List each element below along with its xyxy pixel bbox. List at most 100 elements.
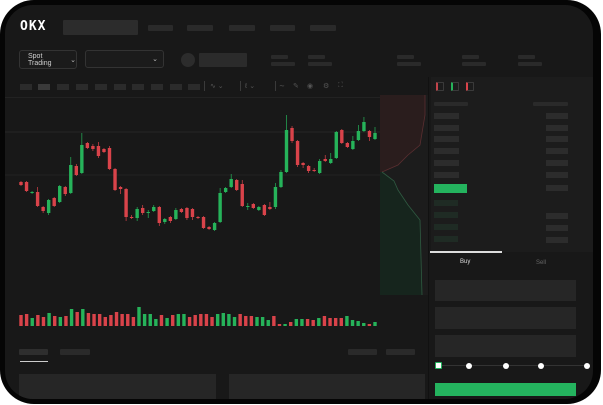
bid-row-price [434,212,458,218]
volume-bar [148,314,152,326]
price-input[interactable] [435,280,576,301]
candle [323,155,327,162]
filter-button[interactable] [348,349,377,355]
market-type-dropdown[interactable]: Spot Trading ⌄ [19,50,77,69]
total-input[interactable] [435,335,576,357]
filter-button[interactable] [386,349,415,355]
nav-item[interactable] [229,25,255,31]
candle [362,117,366,132]
candle [146,210,150,218]
ask-row-amount [546,185,568,191]
volume-bar [142,314,147,326]
search-bar[interactable] [63,20,138,35]
candle-body [96,146,101,156]
orderbook-both-icon[interactable] [436,82,444,91]
tab-open-orders[interactable] [19,349,48,355]
volume-bar [97,314,102,326]
candle-body [351,141,355,149]
volume-bar [210,317,214,326]
volume-bar [255,317,259,326]
bid-row-price [434,236,458,242]
settings-icon[interactable]: ⚙ [323,83,330,90]
stat-value [462,62,486,66]
volume-bar [30,318,34,326]
market-type-label: Spot Trading [28,52,52,67]
orderbook-price-header [434,102,468,106]
candle-body [196,217,200,218]
candle-body [345,143,350,147]
timeframe-button[interactable] [20,84,32,90]
candle-body [74,166,79,175]
candle [74,164,79,176]
volume-bar [58,317,63,326]
orderbook-asks-icon[interactable] [466,82,474,91]
volume-bar [244,316,248,326]
volume-bar [345,316,349,326]
timeframe-button-active[interactable] [38,84,50,90]
volume-bar [75,312,79,326]
candle [257,206,261,211]
timeframe-button[interactable] [76,84,88,90]
candle-body [356,131,361,140]
candle [373,127,377,140]
stat-label [462,55,479,59]
tab-sell[interactable]: Sell [536,260,547,266]
nav-item[interactable] [270,25,295,31]
amount-input[interactable] [435,307,576,329]
candle-body [179,209,184,212]
ask-row-price [434,113,459,119]
orderbook-bids-icon[interactable] [451,82,459,91]
candle [46,199,51,215]
nav-item[interactable] [310,25,336,31]
candle-body [52,198,56,206]
volume-bar [69,309,74,326]
candlestick-chart[interactable] [5,5,435,335]
slider-stop-100[interactable] [584,363,590,369]
okx-logo[interactable]: OKX [20,19,47,34]
candle [345,142,350,148]
volume-bar [373,322,377,326]
interval-dropdown-icon[interactable]: ∿ ⌄ [210,83,224,90]
indicator-dropdown-icon[interactable]: ℓ ⌄ [245,83,256,90]
tab-buy[interactable]: Buy [460,259,471,265]
candle-body [362,122,366,131]
timeframe-button[interactable] [132,84,144,90]
volume-bar [187,317,192,326]
volume-bar [154,319,158,326]
volume-bar [120,314,124,326]
timeframe-button[interactable] [188,84,200,90]
timeframe-button[interactable] [114,84,126,90]
timeframe-button[interactable] [170,84,182,90]
camera-icon[interactable]: ◉ [307,83,314,90]
slider-stop-25[interactable] [466,363,472,369]
tab-order-history[interactable] [60,349,90,355]
candle [80,133,84,174]
buy-submit-button[interactable] [435,383,576,396]
volume-bar [103,317,107,326]
stat-label [308,55,325,59]
bid-row-amount [546,237,568,243]
nav-item[interactable] [187,25,213,31]
slider-stop-50[interactable] [503,363,509,369]
candle [152,205,156,212]
candle [135,207,139,221]
volume-bar [272,316,276,326]
candle-body [295,141,300,165]
volume-bar [215,314,220,326]
fullscreen-icon[interactable]: ⛶ [338,82,343,89]
pencil-icon[interactable]: ✎ [293,83,299,90]
candle [207,226,211,230]
timeframe-button[interactable] [95,84,107,90]
slider-stop-75[interactable] [538,363,544,369]
slider-track[interactable] [439,365,589,366]
nav-item[interactable] [148,25,173,31]
candle [124,188,128,221]
ask-row-price [434,148,459,154]
timeframe-button[interactable] [151,84,163,90]
slider-handle[interactable] [435,362,442,369]
depth-chart [380,95,428,295]
instrument-dropdown[interactable]: ⌄ [85,50,164,68]
line-chart-icon[interactable]: ∼ [279,83,285,90]
order-card [19,374,216,399]
timeframe-button[interactable] [57,84,69,90]
